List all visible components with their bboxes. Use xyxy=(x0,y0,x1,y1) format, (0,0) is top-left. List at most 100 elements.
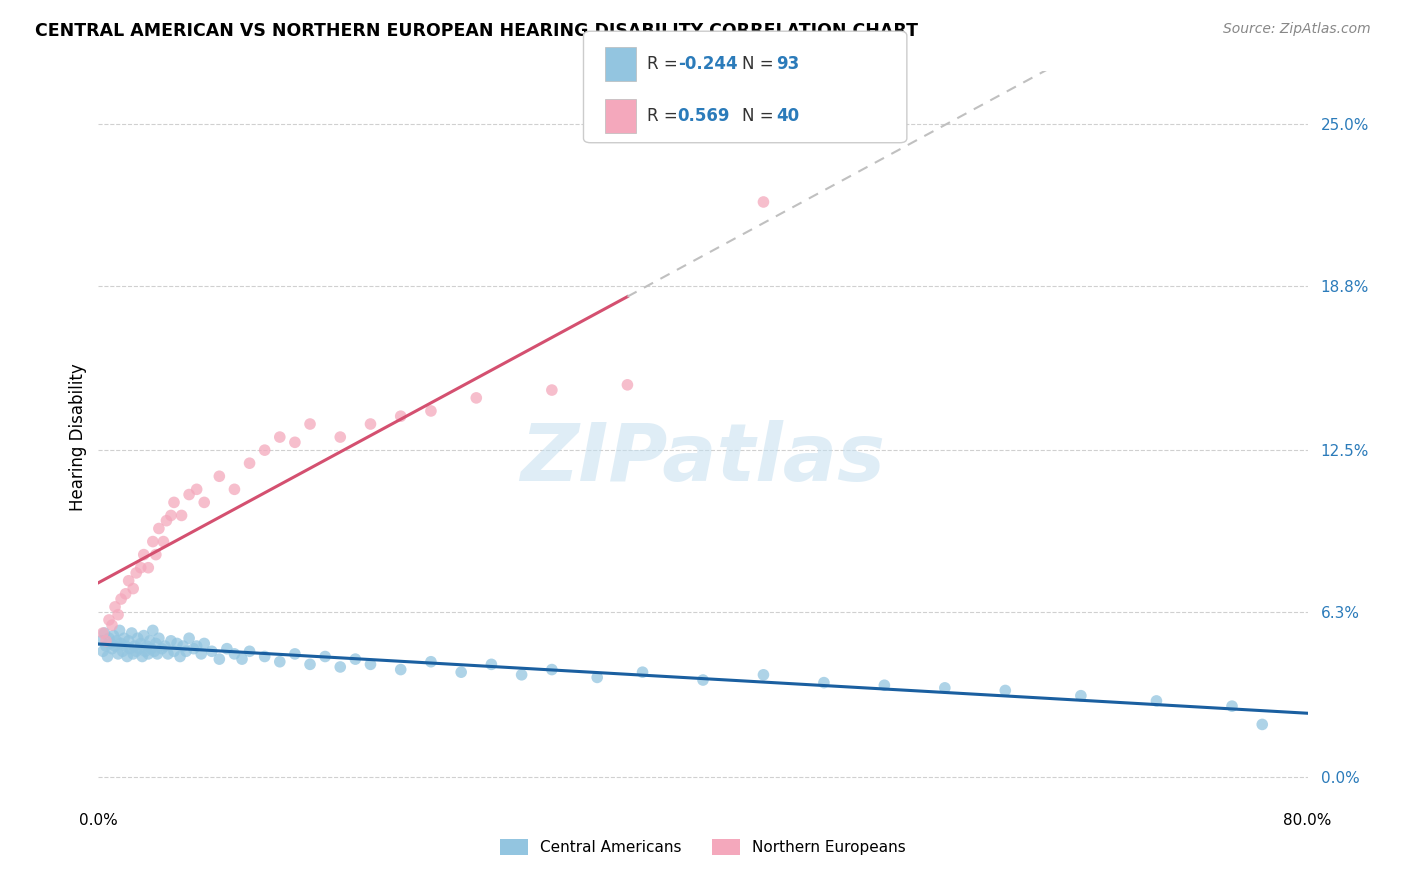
Point xyxy=(586,670,609,684)
Text: 93: 93 xyxy=(776,55,800,73)
Point xyxy=(631,665,654,680)
Point xyxy=(148,632,170,646)
Point xyxy=(96,649,118,664)
Point xyxy=(284,435,307,450)
Point xyxy=(269,430,291,444)
Point xyxy=(231,652,253,666)
Point xyxy=(98,632,121,646)
Point xyxy=(239,644,262,658)
Point xyxy=(360,657,382,672)
Point xyxy=(132,548,155,562)
Point xyxy=(253,443,276,458)
Point xyxy=(136,560,159,574)
Point xyxy=(360,417,382,431)
Point xyxy=(692,673,714,687)
Point xyxy=(101,641,124,656)
Point xyxy=(135,639,157,653)
Point xyxy=(142,534,165,549)
Point xyxy=(813,675,835,690)
Point xyxy=(152,534,174,549)
Point xyxy=(142,624,165,638)
Point xyxy=(1251,717,1274,731)
Point xyxy=(118,633,141,648)
Point xyxy=(450,665,472,680)
Text: CENTRAL AMERICAN VS NORTHERN EUROPEAN HEARING DISABILITY CORRELATION CHART: CENTRAL AMERICAN VS NORTHERN EUROPEAN HE… xyxy=(35,22,918,40)
Point xyxy=(873,678,896,692)
Point xyxy=(115,649,138,664)
Point xyxy=(91,626,114,640)
Text: ZIPatlas: ZIPatlas xyxy=(520,420,886,498)
Point xyxy=(110,592,132,607)
Point xyxy=(125,566,148,580)
Y-axis label: Hearing Disability: Hearing Disability xyxy=(69,363,87,511)
Text: R =: R = xyxy=(647,107,688,125)
Point xyxy=(118,574,141,588)
Point xyxy=(208,469,231,483)
Point xyxy=(186,483,208,497)
Point xyxy=(101,618,124,632)
Point xyxy=(169,649,191,664)
Point xyxy=(155,514,177,528)
Point xyxy=(1070,689,1092,703)
Point xyxy=(122,582,145,596)
Point xyxy=(163,495,186,509)
Point xyxy=(136,647,159,661)
Text: N =: N = xyxy=(742,107,779,125)
Point xyxy=(128,641,150,656)
Point xyxy=(208,652,231,666)
Point xyxy=(329,430,352,444)
Point xyxy=(111,644,134,658)
Point xyxy=(156,647,179,661)
Point xyxy=(299,657,322,672)
Point xyxy=(104,599,127,614)
Point xyxy=(420,655,443,669)
Point xyxy=(153,639,176,653)
Point xyxy=(160,508,183,523)
Text: 0.569: 0.569 xyxy=(678,107,730,125)
Point xyxy=(145,636,167,650)
Point xyxy=(224,483,246,497)
Point xyxy=(179,632,201,646)
Point xyxy=(284,647,307,661)
Point xyxy=(114,639,136,653)
Point xyxy=(752,194,775,209)
Point xyxy=(190,647,212,661)
Point xyxy=(389,409,412,424)
Point xyxy=(129,636,152,650)
Point xyxy=(134,644,156,658)
Point xyxy=(193,495,215,509)
Point xyxy=(389,663,412,677)
Point xyxy=(201,644,224,658)
Point xyxy=(129,560,152,574)
Point xyxy=(179,487,201,501)
Point xyxy=(103,629,125,643)
Point xyxy=(420,404,443,418)
Point xyxy=(540,663,562,677)
Point xyxy=(110,636,132,650)
Text: 40: 40 xyxy=(776,107,799,125)
Point xyxy=(329,660,352,674)
Point xyxy=(90,633,112,648)
Point xyxy=(314,649,336,664)
Point xyxy=(132,629,155,643)
Point xyxy=(193,636,215,650)
Point xyxy=(148,521,170,535)
Point xyxy=(114,587,136,601)
Point xyxy=(94,639,117,653)
Point xyxy=(344,652,367,666)
Point xyxy=(105,633,128,648)
Point xyxy=(145,548,167,562)
Point xyxy=(160,633,183,648)
Point xyxy=(124,639,146,653)
Text: R =: R = xyxy=(647,55,683,73)
Point xyxy=(163,644,186,658)
Point xyxy=(174,644,197,658)
Point xyxy=(125,644,148,658)
Point xyxy=(299,417,322,431)
Point xyxy=(166,636,188,650)
Point xyxy=(91,644,114,658)
Text: -0.244: -0.244 xyxy=(678,55,737,73)
Point xyxy=(170,508,193,523)
Point xyxy=(150,641,173,656)
Point xyxy=(104,639,127,653)
